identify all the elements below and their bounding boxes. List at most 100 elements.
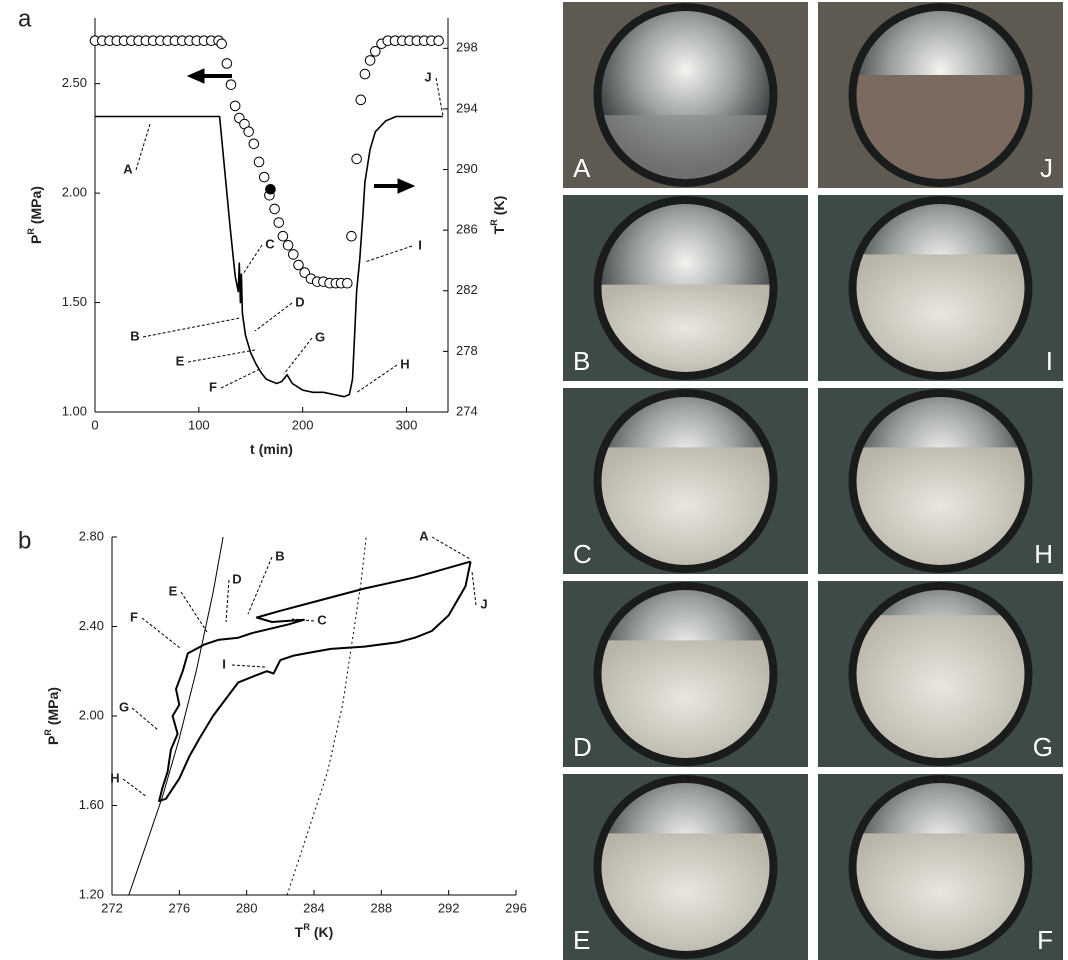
photo: H	[818, 388, 1063, 574]
marker	[249, 139, 259, 149]
marker	[342, 278, 352, 288]
marker	[347, 231, 357, 241]
x-tick-label: 288	[370, 900, 392, 915]
x-tick-label: 280	[236, 900, 258, 915]
axis-label: t(min)	[250, 441, 293, 457]
axis-label-part: (K)	[314, 924, 333, 940]
axis-label-part: (min)	[259, 441, 293, 457]
photo-label: F	[1037, 925, 1053, 955]
annotation: G	[119, 699, 129, 714]
x-tick-label: 300	[396, 417, 418, 432]
photo: B	[563, 195, 808, 381]
y-tick-label: 1.60	[79, 797, 104, 812]
x-tick-label: 292	[438, 900, 460, 915]
y2-tick-label: 290	[456, 161, 478, 176]
photo: D	[563, 581, 808, 767]
y-tick-label: 2.80	[79, 528, 104, 543]
y2-tick-label: 278	[456, 343, 478, 358]
photo-label: D	[573, 732, 592, 762]
leader-line	[143, 318, 240, 337]
leader-line	[232, 665, 265, 667]
chart: 272 276 280 284 288 292 296 1.20 1.60 2.00 2.40 2.8…	[18, 527, 527, 915]
annotation: C	[265, 236, 275, 251]
leader-line	[432, 537, 470, 559]
leader-line	[123, 779, 147, 797]
y2-tick-label: 294	[456, 100, 478, 115]
y2-tick-label: 298	[456, 40, 478, 55]
annotation: A	[419, 528, 429, 543]
leader-line	[136, 124, 150, 170]
marker	[254, 157, 264, 167]
axis-label: PR(MPa)	[26, 186, 43, 244]
annotation: I	[418, 237, 422, 252]
marker	[244, 127, 254, 137]
annotation: E	[169, 583, 178, 598]
axis-label-part: t	[250, 441, 255, 457]
photo: I	[818, 195, 1063, 381]
y-tick-label: 1.00	[62, 403, 87, 418]
y-tick-label: 2.00	[62, 185, 87, 200]
photo-label: B	[573, 346, 590, 376]
annotation: F	[130, 609, 138, 624]
arrows	[188, 69, 414, 193]
annotation: D	[295, 294, 304, 309]
marker	[274, 218, 284, 228]
marker	[226, 80, 236, 90]
arrow-left-head	[188, 69, 204, 83]
x-tick-label: 100	[188, 417, 210, 432]
photo: A	[563, 2, 808, 188]
y-tick-label: 2.00	[79, 707, 104, 722]
photo-label: A	[573, 153, 591, 183]
annotation: H	[110, 770, 119, 785]
photo-label: I	[1046, 346, 1053, 376]
y-tick-label: 2.40	[79, 618, 104, 633]
x-tick-label: 276	[168, 900, 190, 915]
y2-tick-label: 282	[456, 282, 478, 297]
x-tick-label: 296	[505, 900, 527, 915]
photo-label: G	[1033, 732, 1053, 762]
marker	[278, 231, 288, 241]
leader-line	[248, 557, 272, 614]
marker	[289, 250, 299, 260]
line	[95, 117, 443, 397]
annotation: I	[222, 656, 226, 671]
y2-tick-label: 286	[456, 222, 478, 237]
x-tick-label: 272	[101, 900, 123, 915]
panel-letter: a	[18, 5, 32, 32]
photo-label: J	[1040, 153, 1053, 183]
annotation: A	[123, 161, 133, 176]
y-tick-label: 1.50	[62, 294, 87, 309]
marker	[270, 204, 280, 214]
annotation: G	[315, 329, 325, 344]
leader-line	[284, 338, 312, 374]
y-tick-label: 1.20	[79, 886, 104, 901]
leader-line	[181, 592, 207, 632]
axis-label: TR(K)	[489, 196, 506, 235]
line	[159, 562, 471, 801]
leader-line	[188, 350, 255, 362]
axis-label-sup: R	[43, 729, 53, 736]
marker	[365, 56, 375, 66]
leader-line	[255, 303, 292, 331]
leader-line	[243, 245, 262, 274]
photo-label: E	[573, 925, 590, 955]
x-tick-label: 200	[292, 417, 314, 432]
leader-line	[472, 572, 476, 605]
marker	[230, 101, 240, 111]
leader-line	[221, 368, 262, 388]
leader-line	[132, 708, 158, 730]
annotation: J	[480, 596, 487, 611]
marker	[434, 36, 444, 46]
photo: G	[818, 581, 1063, 767]
marker	[356, 95, 366, 105]
x-tick-label: 0	[91, 417, 98, 432]
x-tick-label: 284	[303, 900, 325, 915]
annotation: C	[317, 612, 327, 627]
axis-label: TR(K)	[295, 922, 334, 939]
axis-label: PR(MPa)	[43, 687, 60, 745]
y2-tick-label: 274	[456, 403, 478, 418]
axis-label-part: P	[45, 736, 61, 745]
axis-label-part: (MPa)	[28, 186, 44, 224]
